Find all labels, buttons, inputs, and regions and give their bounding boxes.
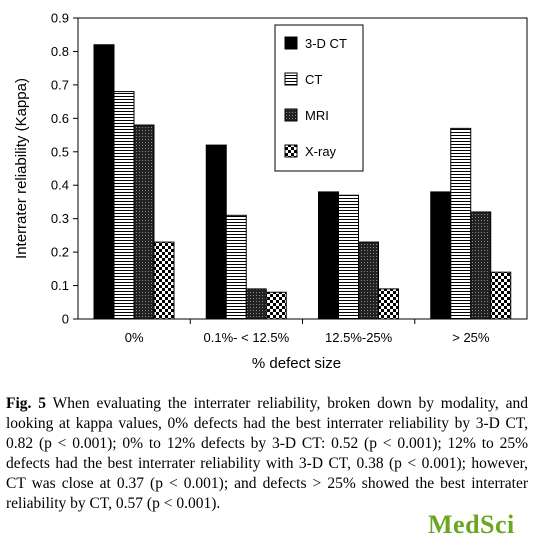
bar-3-d-ct <box>430 191 452 320</box>
bar-x-ray <box>378 288 399 320</box>
bar-ct <box>113 91 135 320</box>
bar-x-ray <box>490 271 512 320</box>
legend-swatch <box>284 72 298 86</box>
legend: 3-D CT CT MRI X-ray <box>274 24 364 172</box>
legend-swatch <box>284 36 298 50</box>
x-tick-label: 0.1%- < 12.5% <box>204 330 290 345</box>
x-tick-label: 0% <box>125 330 144 345</box>
y-axis-label: Interrater reliability (Kappa) <box>13 78 30 259</box>
x-axis-label: % defect size <box>252 355 341 372</box>
medsci-watermark: MedSci <box>428 510 515 539</box>
y-tick-label: 0.1 <box>51 278 69 293</box>
y-tick-label: 0.4 <box>51 178 69 193</box>
y-tick-label: 0 <box>62 312 69 327</box>
caption-text: When evaluating the interrater reliabili… <box>6 395 529 512</box>
y-tick-label: 0.7 <box>51 77 69 92</box>
legend-label: 3-D CT <box>305 36 347 51</box>
bar-x-ray <box>153 241 175 320</box>
bar-chart: 0 0.1 0.2 0.3 0.4 0.5 0.6 0.7 0.8 0.9 0% 0.1%- < 12… <box>13 11 528 372</box>
bar-ct <box>450 127 472 320</box>
x-tick-label: > 25% <box>452 330 490 345</box>
bar-x-ray <box>265 291 287 320</box>
figure-caption: Fig. 5 When evaluating the interrater re… <box>6 394 528 514</box>
legend-label: CT <box>305 72 322 87</box>
legend-label: MRI <box>305 108 329 123</box>
y-tick-label: 0.6 <box>51 111 69 126</box>
y-tick-label: 0.8 <box>51 44 69 59</box>
bar-mri <box>358 241 379 320</box>
bar-3-d-ct <box>93 44 115 320</box>
legend-label: X-ray <box>305 144 337 159</box>
y-tick-label: 0.2 <box>51 245 69 260</box>
bar-ct <box>225 214 247 320</box>
bar-mri <box>470 211 492 320</box>
y-tick-label: 0.9 <box>51 11 69 26</box>
y-tick-label: 0.5 <box>51 144 69 159</box>
x-tick-label: 12.5%-25% <box>325 330 393 345</box>
bar-3-d-ct <box>318 191 339 320</box>
legend-swatch <box>284 144 298 158</box>
y-tick-label: 0.3 <box>51 211 69 226</box>
figure-label: Fig. 5 <box>6 395 47 412</box>
bar-mri <box>245 288 267 320</box>
legend-swatch <box>284 108 298 122</box>
bar-3-d-ct <box>205 144 227 320</box>
bar-mri <box>133 124 155 320</box>
bar-ct <box>338 194 359 320</box>
